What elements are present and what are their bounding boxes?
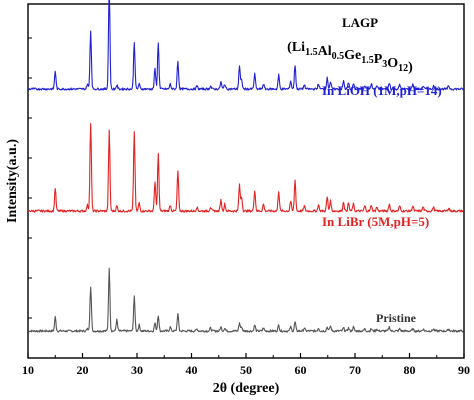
y-axis-label: Intensity(a.u.): [5, 139, 20, 223]
y-axis-ticks: [28, 37, 32, 319]
chart-annotation-title: LAGP: [342, 15, 378, 30]
series-trace-2: [27, 0, 465, 91]
x-tick-label-20: 20: [77, 363, 89, 377]
series-label-pristine: Pristine: [376, 311, 417, 325]
x-axis-tick-labels: 10 20 30 40 50 60 70 80 90: [22, 363, 470, 377]
x-tick-label-30: 30: [131, 363, 143, 377]
x-tick-label-50: 50: [240, 363, 252, 377]
x-axis-ticks: [27, 353, 465, 358]
series-trace-0: [27, 267, 465, 333]
series-label-lioh: In LiOH (1M,pH=14): [322, 83, 442, 98]
series-label-libr: In LiBr (5M,pH=5): [322, 214, 429, 229]
chart-annotation-formula: (Li1.5Al0.5Ge1.5P3O12): [287, 40, 413, 75]
x-tick-label-70: 70: [349, 363, 361, 377]
x-tick-label-60: 60: [295, 363, 307, 377]
x-tick-label-80: 80: [404, 363, 416, 377]
x-axis-label: 2θ (degree): [213, 381, 280, 396]
x-tick-label-40: 40: [186, 363, 198, 377]
series-trace-1: [27, 122, 465, 213]
plot-frame: [27, 3, 465, 359]
x-tick-label-90: 90: [458, 363, 470, 377]
xrd-traces: [27, 0, 465, 333]
x-tick-label-10: 10: [22, 363, 34, 377]
